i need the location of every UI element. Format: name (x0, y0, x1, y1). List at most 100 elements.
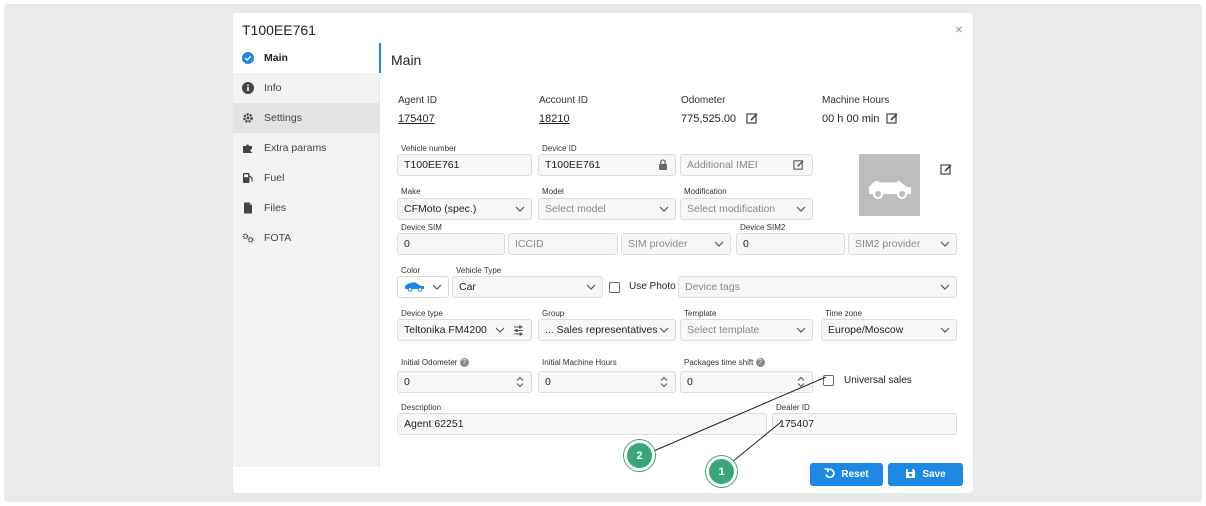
device-type-select[interactable]: Teltonika FM4200 (397, 319, 532, 341)
group-value: ... Sales representatives (545, 324, 658, 336)
car-icon (869, 178, 911, 199)
agent-id-label: Agent ID (398, 95, 437, 106)
chevron-down-icon (659, 325, 669, 338)
modification-placeholder: Select modification (687, 203, 776, 215)
device-id-label: Device ID (542, 144, 577, 153)
initial-machine-hours-stepper[interactable]: 0 (538, 371, 676, 393)
sidebar-item-label: Files (264, 202, 287, 214)
sim2-provider-placeholder: SIM2 provider (855, 238, 921, 250)
dealer-id-value: 175407 (779, 418, 815, 430)
chevron-down-icon (796, 325, 806, 338)
vehicle-photo[interactable] (859, 154, 920, 216)
device-type-value: Teltonika FM4200 (404, 324, 487, 336)
device-sim2-field[interactable]: 0 (736, 233, 845, 255)
sidebar-divider (379, 43, 380, 467)
help-icon[interactable]: ? (755, 358, 765, 368)
make-select[interactable]: CFMoto (spec.) (397, 198, 532, 220)
vehicle-type-value: Car (459, 281, 476, 293)
edit-icon[interactable] (886, 112, 899, 130)
sidebar-item-label: Fuel (264, 172, 285, 184)
chevron-down-icon (586, 282, 596, 295)
reset-button[interactable]: Reset (810, 463, 883, 486)
group-select[interactable]: ... Sales representatives (538, 319, 676, 341)
vehicle-number-field[interactable]: T100EE761 (397, 154, 532, 176)
info-icon (242, 82, 254, 94)
device-sim2-label: Device SIM2 (740, 223, 786, 232)
device-tags-placeholder: Device tags (685, 281, 740, 293)
template-select[interactable]: Select template (680, 319, 813, 341)
chevron-down-icon (940, 282, 950, 295)
save-button[interactable]: Save (888, 463, 963, 486)
sidebar-item-info[interactable]: Info (233, 73, 379, 103)
device-id-field[interactable]: T100EE761 (538, 154, 676, 176)
help-icon[interactable]: ? (459, 358, 469, 368)
time-zone-select[interactable]: Europe/Moscow (821, 319, 957, 341)
vehicle-number-value: T100EE761 (404, 159, 460, 171)
description-field[interactable]: Agent 62251 (397, 413, 767, 435)
model-select[interactable]: Select model (538, 198, 676, 220)
account-id-link[interactable]: 18210 (539, 113, 570, 125)
puzzle-icon (242, 142, 254, 154)
iccid-field[interactable]: ICCID (508, 233, 618, 255)
gear-icon (242, 112, 254, 124)
sidebar-item-label: FOTA (264, 232, 292, 244)
model-placeholder: Select model (545, 203, 606, 215)
color-select[interactable] (397, 276, 449, 298)
initial-odometer-stepper[interactable]: 0 (397, 371, 532, 393)
use-photo-checkbox[interactable] (609, 282, 620, 293)
modal-title: T100EE761 (242, 22, 316, 38)
universal-sales-label: Universal sales (844, 375, 912, 386)
device-tags-select[interactable]: Device tags (678, 276, 957, 298)
machine-hours-label: Machine Hours (822, 95, 890, 106)
sidebar-item-main[interactable]: Main (233, 43, 379, 73)
reset-label: Reset (841, 469, 869, 480)
edit-icon[interactable] (793, 159, 805, 174)
sim-provider-select[interactable]: SIM provider (621, 233, 731, 255)
sliders-icon[interactable] (513, 325, 524, 339)
iccid-placeholder: ICCID (515, 238, 544, 250)
device-sim2-value: 0 (743, 238, 749, 250)
stepper-arrows-icon[interactable] (516, 376, 524, 391)
stepper-arrows-icon[interactable] (797, 376, 805, 391)
agent-id-link[interactable]: 175407 (398, 113, 435, 125)
close-icon[interactable]: × (954, 21, 963, 37)
vehicle-type-label: Vehicle Type (456, 266, 502, 275)
sim2-provider-select[interactable]: SIM2 provider (848, 233, 957, 255)
callout-badge: 2 (624, 440, 655, 471)
vehicle-modal: T100EE761 × Main Info Settings Extra par… (233, 13, 973, 493)
chevron-down-icon (796, 204, 806, 217)
sidebar-item-settings[interactable]: Settings (233, 103, 379, 133)
sidebar-item-fota[interactable]: FOTA (233, 223, 379, 253)
floppy-disk-icon (905, 468, 916, 482)
color-label: Color (401, 266, 421, 275)
time-zone-value: Europe/Moscow (828, 324, 904, 336)
modification-select[interactable]: Select modification (680, 198, 813, 220)
initial-odometer-value: 0 (404, 376, 410, 388)
sidebar-item-label: Info (264, 82, 282, 94)
sidebar-item-fuel[interactable]: Fuel (233, 163, 379, 193)
device-sim-field[interactable]: 0 (397, 233, 505, 255)
sidebar-item-label: Main (264, 52, 288, 64)
sidebar-item-extra-params[interactable]: Extra params (233, 133, 379, 163)
additional-imei-field[interactable]: Additional IMEI (680, 154, 813, 176)
sidebar-item-label: Extra params (264, 142, 327, 154)
chevron-down-icon (714, 239, 724, 252)
photo-edit-icon[interactable] (940, 163, 953, 181)
odometer-value: 775,525.00 (681, 113, 737, 125)
vehicle-type-select[interactable]: Car (452, 276, 603, 298)
chevron-down-icon (940, 239, 950, 252)
packages-time-shift-stepper[interactable]: 0 (680, 371, 813, 393)
car-color-icon (404, 280, 426, 295)
sidebar-item-files[interactable]: Files (233, 193, 379, 223)
edit-icon[interactable] (746, 112, 759, 130)
modification-label: Modification (684, 187, 727, 196)
save-label: Save (922, 469, 946, 480)
initial-machine-hours-label: Initial Machine Hours (542, 358, 617, 367)
stepper-arrows-icon[interactable] (660, 376, 668, 391)
sim-provider-placeholder: SIM provider (628, 238, 688, 250)
universal-sales-checkbox[interactable] (823, 375, 834, 386)
model-label: Model (542, 187, 564, 196)
machine-hours-value: 00 h 00 min (822, 113, 880, 125)
dealer-id-field[interactable]: 175407 (772, 413, 957, 435)
device-sim-value: 0 (404, 238, 410, 250)
